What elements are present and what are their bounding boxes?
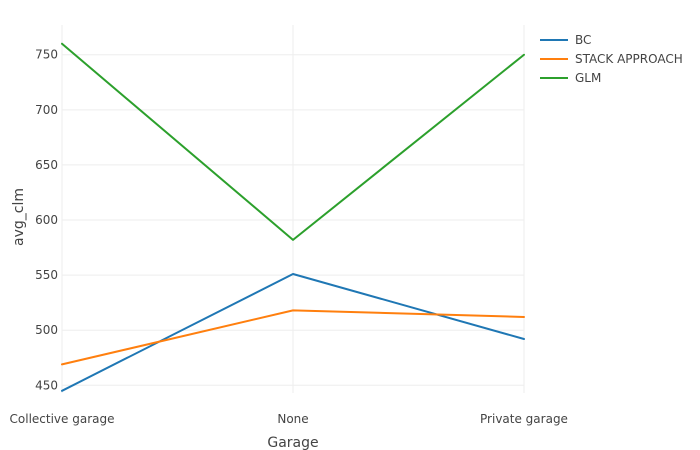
legend-item-bc[interactable]: BC: [540, 33, 591, 47]
series-lines: [61, 42, 525, 392]
y-tick-label: 600: [35, 213, 58, 227]
legend-item-stack-approach[interactable]: STACK APPROACH: [540, 52, 683, 66]
legend-item-glm[interactable]: GLM: [540, 71, 601, 85]
grid-lines: [61, 25, 525, 393]
series-line-glm: [61, 42, 525, 241]
y-tick-label: 750: [35, 48, 58, 62]
legend-label: GLM: [575, 71, 601, 85]
legend-label: STACK APPROACH: [575, 52, 683, 66]
y-tick-label: 700: [35, 103, 58, 117]
series-line-bc: [61, 273, 525, 392]
y-tick-label: 500: [35, 323, 58, 337]
y-tick-label: 650: [35, 158, 58, 172]
series-line-stack-approach: [61, 309, 525, 366]
y-tick-label: 550: [35, 268, 58, 282]
x-tick-label: Collective garage: [10, 412, 115, 426]
y-tick-label: 450: [35, 378, 58, 392]
legend-label: BC: [575, 33, 591, 47]
x-axis-ticks: Collective garage None Private garage: [10, 412, 568, 426]
x-tick-label: None: [277, 412, 308, 426]
x-axis-title: Garage: [267, 435, 318, 450]
x-tick-label: Private garage: [480, 412, 568, 426]
y-axis-title: avg_clm: [11, 188, 27, 246]
legend: BC STACK APPROACH GLM: [540, 33, 683, 85]
y-axis-ticks: 450 500 550 600 650 700 750: [35, 48, 58, 393]
